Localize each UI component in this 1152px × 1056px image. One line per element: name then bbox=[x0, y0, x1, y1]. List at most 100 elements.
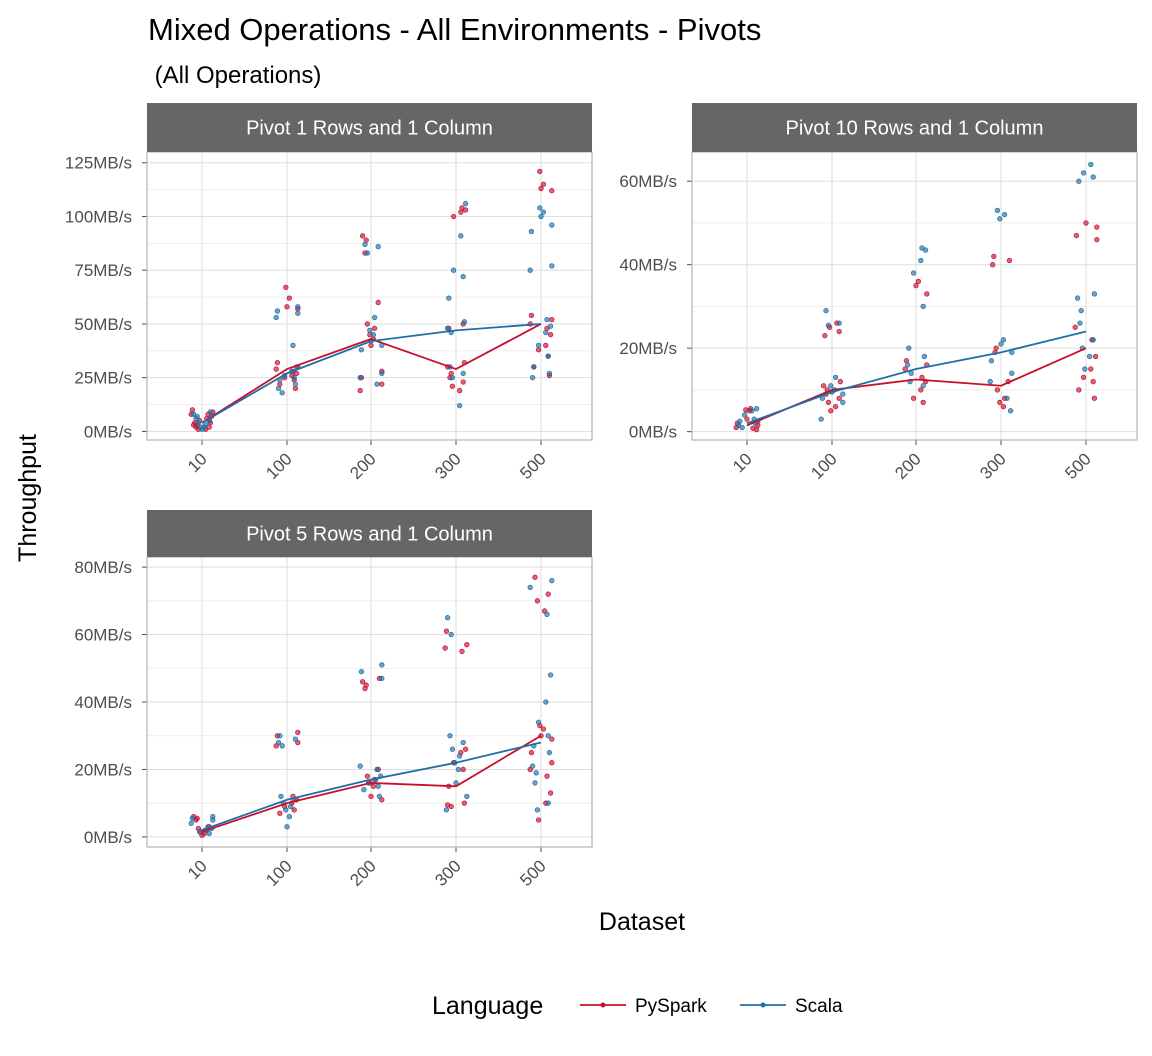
data-point bbox=[195, 420, 202, 426]
data-point bbox=[448, 803, 454, 810]
data-point bbox=[543, 329, 549, 336]
data-point bbox=[547, 332, 554, 338]
x-tick-label: 500 bbox=[516, 449, 549, 482]
data-point bbox=[449, 383, 456, 389]
data-point bbox=[818, 416, 824, 422]
legend: Language PySpark Scala bbox=[432, 992, 843, 1020]
data-point bbox=[543, 342, 549, 349]
x-tick-label: 100 bbox=[262, 856, 295, 889]
data-point bbox=[1000, 337, 1007, 343]
data-point bbox=[537, 205, 543, 211]
data-point bbox=[1006, 257, 1013, 264]
facet-strip bbox=[147, 103, 592, 152]
data-point bbox=[828, 408, 834, 414]
data-point bbox=[295, 729, 301, 735]
data-point bbox=[989, 262, 996, 268]
data-point bbox=[458, 233, 464, 239]
data-point bbox=[538, 213, 544, 220]
x-tick-label: 10 bbox=[184, 856, 211, 883]
series-line bbox=[746, 330, 1087, 425]
data-point bbox=[921, 353, 928, 360]
data-point bbox=[357, 375, 363, 381]
y-tick-label: 20MB/s bbox=[74, 760, 132, 779]
data-point bbox=[291, 375, 297, 381]
data-point bbox=[547, 790, 554, 796]
data-point bbox=[535, 817, 542, 823]
data-point bbox=[283, 284, 289, 291]
y-tick-label: 25MB/s bbox=[74, 369, 132, 388]
x-tick-label: 300 bbox=[431, 856, 464, 889]
data-point bbox=[361, 787, 367, 793]
legend-title: Language bbox=[432, 992, 543, 1020]
data-point bbox=[1092, 353, 1099, 360]
facet-title: Pivot 1 Rows and 1 Column bbox=[246, 118, 493, 140]
y-tick-label: 60MB/s bbox=[619, 172, 677, 191]
data-point bbox=[922, 247, 929, 253]
data-point bbox=[448, 631, 454, 638]
data-point bbox=[446, 295, 452, 301]
data-point bbox=[364, 773, 371, 779]
data-point bbox=[362, 685, 368, 692]
panel-background bbox=[692, 152, 1137, 440]
data-point bbox=[1080, 374, 1087, 381]
data-point bbox=[286, 814, 293, 820]
data-point bbox=[462, 207, 469, 213]
data-point bbox=[537, 168, 543, 174]
data-point bbox=[545, 733, 551, 739]
data-point bbox=[527, 584, 533, 590]
x-axis-title: Dataset bbox=[599, 908, 685, 936]
data-point bbox=[449, 746, 456, 752]
data-point bbox=[379, 662, 385, 668]
data-point bbox=[462, 200, 469, 207]
data-point bbox=[744, 416, 750, 422]
x-tick-label: 100 bbox=[262, 449, 295, 482]
x-tick-label: 10 bbox=[729, 449, 756, 476]
data-point bbox=[832, 374, 839, 381]
data-point bbox=[279, 390, 285, 396]
data-point bbox=[741, 412, 748, 418]
data-point bbox=[277, 733, 283, 739]
data-point bbox=[987, 378, 993, 385]
data-point bbox=[531, 364, 537, 370]
data-point bbox=[532, 574, 538, 580]
data-point bbox=[193, 415, 199, 422]
data-point bbox=[460, 739, 466, 746]
data-point bbox=[293, 370, 300, 377]
y-tick-label: 20MB/s bbox=[619, 339, 677, 358]
data-point bbox=[527, 267, 533, 273]
data-point bbox=[840, 399, 846, 406]
data-point bbox=[1004, 395, 1010, 401]
facet-strip bbox=[147, 510, 592, 557]
data-point bbox=[549, 760, 555, 766]
data-point bbox=[825, 322, 832, 328]
data-point bbox=[453, 780, 459, 786]
data-point bbox=[448, 370, 454, 377]
series-line bbox=[201, 323, 542, 424]
data-point bbox=[918, 387, 924, 393]
data-point bbox=[1007, 408, 1014, 414]
y-tick-label: 100MB/s bbox=[65, 207, 132, 226]
data-point bbox=[460, 370, 466, 377]
data-point bbox=[1000, 403, 1007, 410]
data-point bbox=[910, 395, 917, 401]
y-tick-label: 40MB/s bbox=[619, 256, 677, 275]
data-point bbox=[357, 387, 363, 394]
y-tick-label: 60MB/s bbox=[74, 626, 132, 645]
legend-key-point bbox=[600, 1002, 606, 1008]
data-point bbox=[358, 669, 365, 675]
data-point bbox=[376, 793, 383, 800]
data-point bbox=[1091, 291, 1098, 297]
data-point bbox=[364, 250, 371, 256]
data-point bbox=[443, 807, 450, 813]
panel-3: 0MB/s 20MB/s 40MB/s 60MB/s 80MB/s 10 100 200 300… bbox=[74, 510, 593, 890]
data-point bbox=[997, 216, 1003, 222]
data-point bbox=[367, 327, 373, 334]
data-point bbox=[199, 426, 205, 432]
data-point bbox=[1091, 395, 1098, 401]
data-point bbox=[456, 753, 463, 759]
data-point bbox=[828, 383, 834, 389]
data-point bbox=[1073, 232, 1080, 239]
data-point bbox=[275, 739, 282, 746]
